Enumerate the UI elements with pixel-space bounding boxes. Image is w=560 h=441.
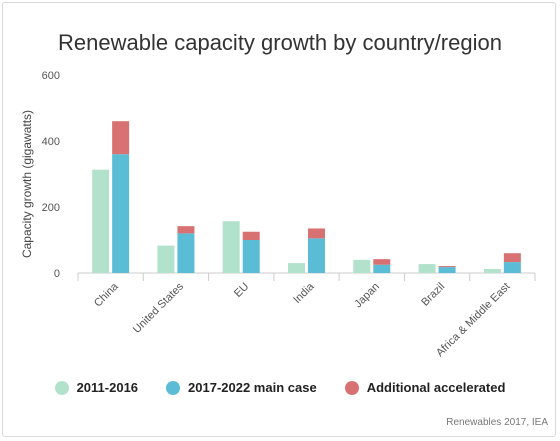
x-tick-label-china: China [92, 280, 121, 309]
x-tick-label-brazil: Brazil [419, 281, 447, 309]
legend-label-main-case: 2017-2022 main case [188, 380, 317, 395]
bar-2017-2022-main-case-india [308, 238, 325, 273]
x-tick-label-united-states: United States [131, 280, 187, 336]
source-note: Renewables 2017, IEA [446, 417, 548, 428]
bar-2017-2022-main-case-japan [373, 264, 391, 273]
legend-item-2011-2016: 2011-2016 [54, 380, 139, 395]
bar-2011-2016-united-states [157, 245, 175, 273]
bar-2017-2022-main-case-eu [242, 240, 260, 273]
bar-2011-2016-india [288, 263, 305, 273]
x-tick-label-india: India [291, 280, 317, 306]
bar-2011-2016-brazil [418, 264, 436, 273]
bar-2017-2022-main-case-united-states [177, 233, 195, 273]
bar-2017-2022-main-case-africa-middle-east [503, 262, 521, 273]
bar-additional-accelerated-india [308, 228, 325, 239]
chart-frame [2, 2, 556, 437]
legend-label-2011-2016: 2011-2016 [76, 380, 139, 395]
y-tick-label-0: 0 [54, 268, 60, 280]
x-tick-label-japan: Japan [352, 281, 382, 311]
y-tick-label-200: 200 [42, 202, 60, 214]
bar-additional-accelerated-china [112, 121, 130, 155]
bar-2017-2022-main-case-china [112, 154, 130, 273]
legend-swatch-main-case [166, 380, 181, 395]
x-tick-label-eu: EU [232, 281, 251, 300]
legend-swatch-2011-2016 [54, 380, 69, 395]
x-tick-label-africa-middle-east: Africa & Middle East [434, 281, 513, 360]
bar-2011-2016-eu [222, 221, 240, 273]
y-tick-label-600: 600 [42, 70, 60, 82]
y-tick-label-400: 400 [42, 136, 60, 148]
bar-additional-accelerated-africa-middle-east [503, 253, 521, 263]
bar-2011-2016-china [92, 169, 110, 273]
bar-additional-accelerated-brazil [438, 266, 456, 268]
bar-2011-2016-japan [353, 259, 371, 273]
bar-2011-2016-africa-middle-east [483, 269, 501, 273]
legend-swatch-additional-accelerated [344, 380, 359, 395]
bar-additional-accelerated-japan [373, 259, 391, 265]
legend-label-additional-accelerated: Additional accelerated [366, 380, 506, 395]
legend-item-main-case: 2017-2022 main case [166, 380, 317, 395]
y-axis-label: Capacity growth (gigawatts) [20, 110, 34, 258]
bar-additional-accelerated-eu [242, 231, 260, 240]
legend-item-additional-accelerated: Additional accelerated [344, 380, 506, 395]
bar-additional-accelerated-united-states [177, 226, 195, 234]
chart-legend: 2011-2016 2017-2022 main case Additional… [0, 380, 560, 395]
bar-2017-2022-main-case-brazil [438, 267, 456, 273]
chart-title: Renewable capacity growth by country/reg… [58, 30, 502, 55]
